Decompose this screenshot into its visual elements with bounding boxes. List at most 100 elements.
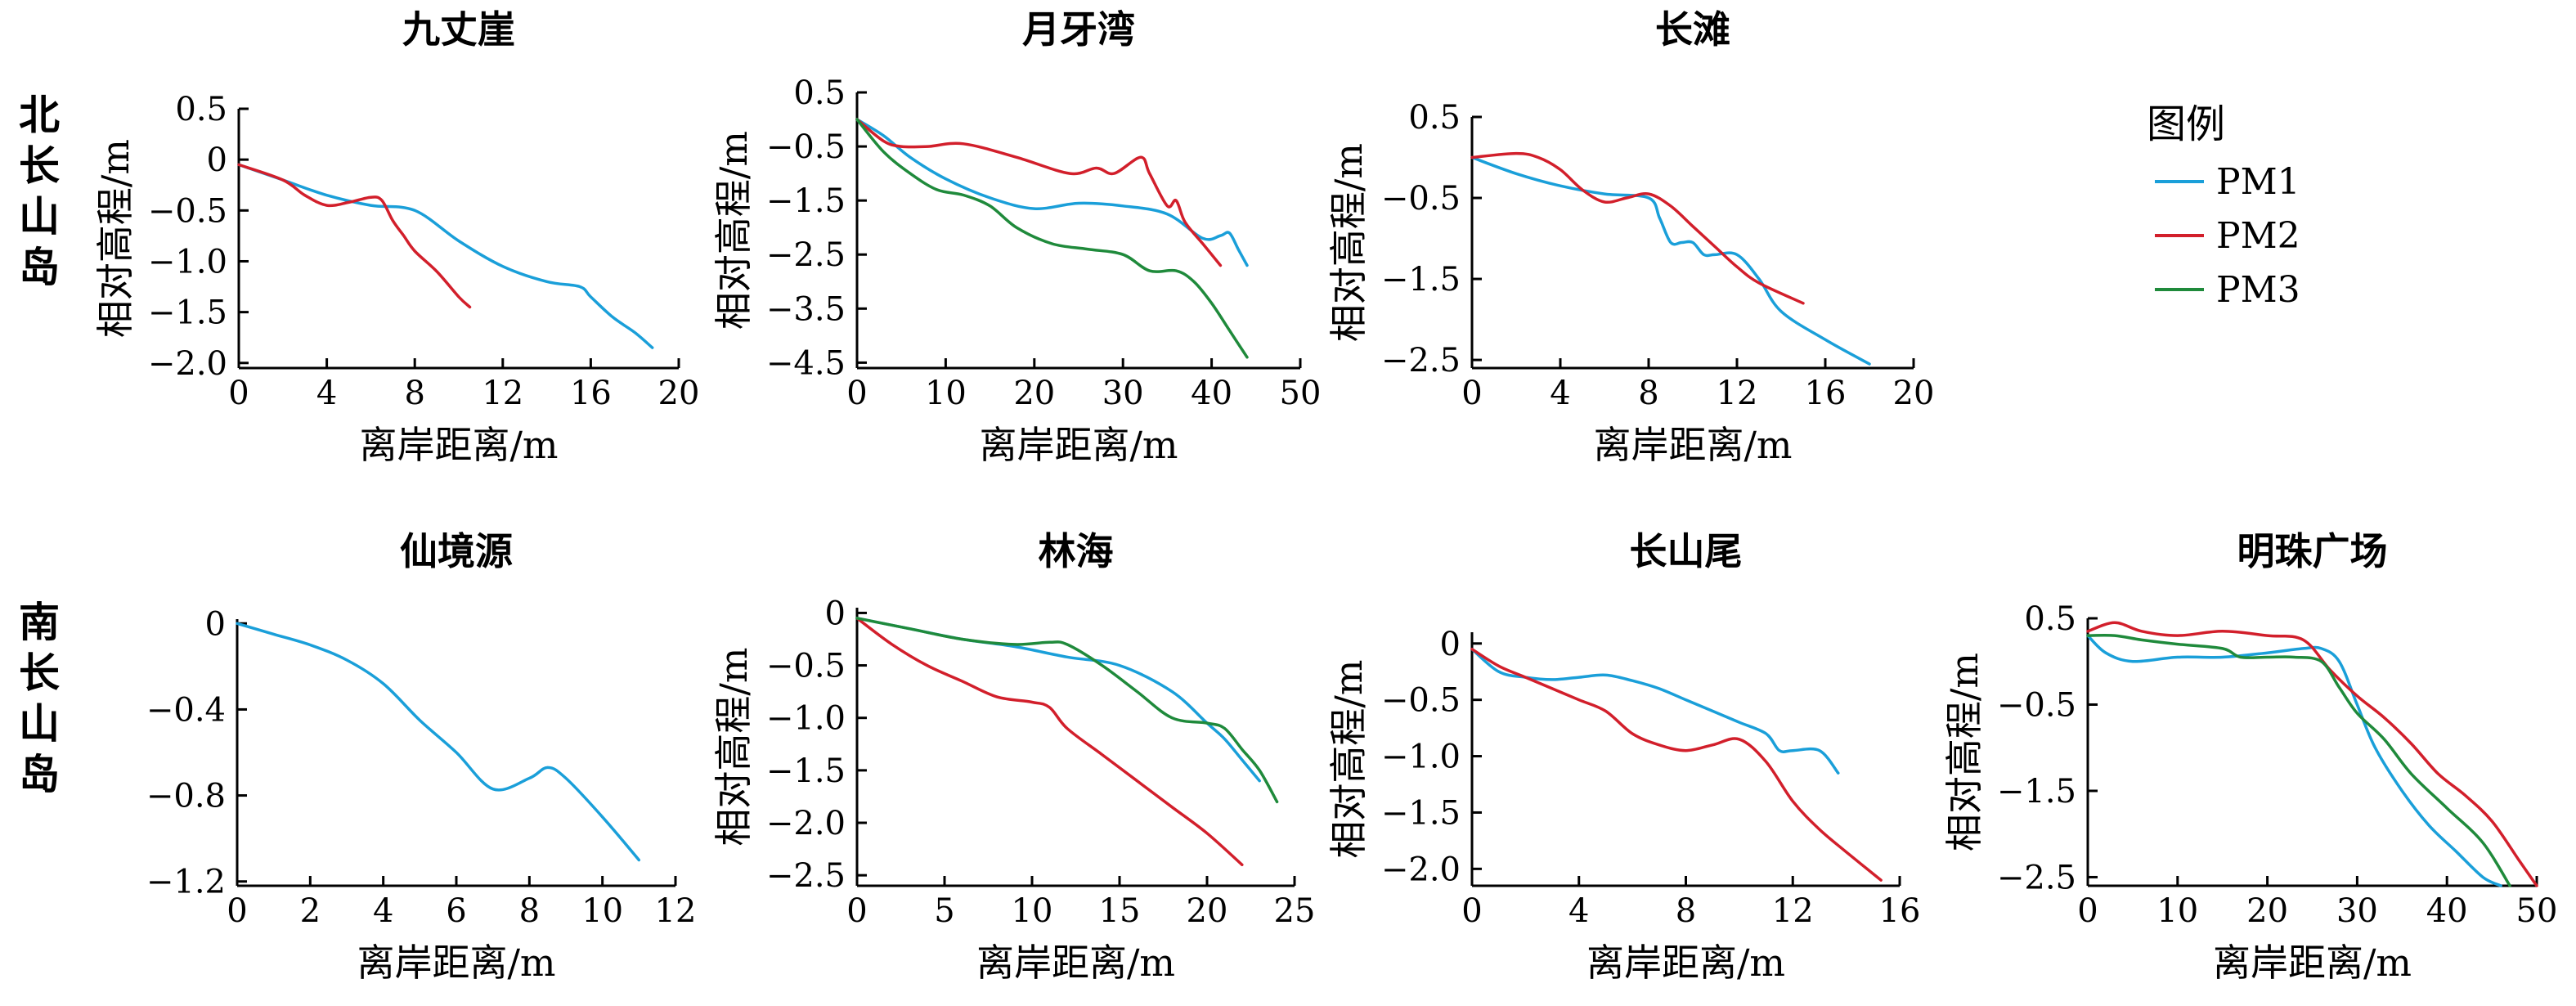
y-tick-label: −0.5	[766, 128, 846, 166]
x-axis-label: 离岸距离/m	[979, 423, 1178, 467]
y-tick-label: −1.5	[1381, 794, 1461, 832]
y-tick-label: −0.5	[1997, 686, 2076, 724]
x-tick-label: 20	[1893, 375, 1935, 412]
x-tick-label: 16	[1805, 375, 1847, 412]
x-tick-label: 6	[446, 892, 466, 930]
x-tick-label: 16	[1879, 892, 1921, 930]
x-tick-label: 25	[1274, 892, 1316, 930]
x-tick-label: 0	[1461, 375, 1482, 412]
y-tick-label: −1.0	[1381, 739, 1461, 776]
x-tick-label: 12	[1717, 375, 1758, 412]
x-tick-label: 20	[2246, 892, 2288, 930]
y-tick-label: −1.2	[146, 864, 226, 901]
x-tick-label: 12	[1772, 892, 1814, 930]
x-tick-label: 4	[1568, 892, 1589, 930]
y-tick-label: −2.0	[148, 345, 227, 383]
series-line-pm1	[1470, 647, 1840, 775]
series-line-pm2	[855, 118, 1223, 267]
x-tick-label: 0	[228, 375, 249, 412]
y-tick-label: −1.5	[148, 294, 227, 332]
svg-text:南长山岛: 南长山岛	[19, 598, 60, 798]
panel-title: 长山尾	[1630, 529, 1743, 573]
y-tick-label: −0.5	[766, 648, 846, 685]
series-line-pm3	[2086, 633, 2511, 887]
x-tick-label: 20	[1187, 892, 1228, 930]
legend-title: 图例	[2147, 101, 2225, 147]
y-axis-label: 相对高程/m	[1326, 659, 1371, 858]
x-tick-label: 4	[373, 892, 393, 930]
x-tick-label: 50	[2516, 892, 2558, 930]
y-tick-label: −2.5	[1997, 859, 2076, 896]
y-axis-label: 相对高程/m	[1942, 653, 1986, 851]
y-tick-label: −2.5	[766, 857, 846, 895]
y-tick-label: 0	[825, 595, 846, 632]
y-tick-label: 0.5	[2024, 600, 2076, 638]
y-axis-label: 相对高程/m	[711, 131, 756, 330]
series-line-pm3	[855, 617, 1279, 804]
x-tick-label: 8	[519, 892, 540, 930]
x-tick-label: 12	[655, 892, 697, 930]
y-tick-label: −1.0	[148, 243, 227, 281]
x-tick-label: 8	[404, 375, 424, 412]
x-tick-label: 12	[482, 375, 523, 412]
legend-label-pm1: PM1	[2216, 161, 2300, 203]
panel-title: 月牙湾	[1022, 7, 1135, 52]
y-tick-label: −2.5	[1381, 342, 1461, 379]
series-line-pm2	[2086, 621, 2538, 887]
x-axis-label: 离岸距离/m	[976, 941, 1175, 985]
series-line-pm1	[1470, 155, 1871, 366]
x-tick-label: 40	[2426, 892, 2468, 930]
x-tick-label: 20	[658, 375, 700, 412]
y-axis-label: 相对高程/m	[711, 647, 756, 846]
panel-title: 林海	[1039, 529, 1114, 573]
y-tick-label: −0.5	[1381, 682, 1461, 720]
y-tick-label: 0.5	[793, 74, 846, 112]
series-line-pm1	[236, 622, 641, 862]
y-tick-label: 0	[1440, 626, 1461, 663]
panel-title: 仙境源	[400, 529, 513, 573]
y-axis-label: 相对高程/m	[93, 139, 137, 338]
y-tick-label: −1.5	[766, 752, 846, 790]
y-tick-label: −0.4	[146, 691, 226, 729]
x-tick-label: 8	[1676, 892, 1696, 930]
y-tick-label: −1.5	[1997, 773, 2076, 811]
y-tick-label: 0.5	[175, 91, 227, 128]
series-line-pm2	[237, 163, 472, 309]
x-axis-label: 离岸距离/m	[357, 941, 555, 985]
x-axis-label: 离岸距离/m	[1586, 941, 1785, 985]
y-axis-label: 相对高程/m	[1326, 143, 1371, 342]
panels: 0 4 8 12 16 200.50−0.5−1.0−1.5−2.0九丈崖离岸距离/m相对…	[93, 7, 2557, 985]
x-tick-label: 20	[1013, 375, 1055, 412]
y-tick-label: −0.5	[1381, 180, 1461, 218]
x-tick-label: 0	[846, 892, 867, 930]
x-tick-label: 30	[1102, 375, 1144, 412]
legend-label-pm2: PM2	[2216, 215, 2300, 257]
x-axis-label: 离岸距离/m	[359, 423, 558, 467]
legend-item-pm1: PM1	[2155, 161, 2300, 203]
x-tick-label: 10	[925, 375, 967, 412]
x-tick-label: 10	[1012, 892, 1053, 930]
series-line-pm3	[855, 118, 1249, 359]
x-tick-label: 0	[846, 375, 867, 412]
x-tick-label: 5	[934, 892, 954, 930]
x-tick-label: 10	[2156, 892, 2198, 930]
x-tick-label: 8	[1638, 375, 1658, 412]
series-line-pm2	[1470, 647, 1883, 882]
y-tick-label: −2.0	[1381, 851, 1461, 888]
y-tick-label: −1.5	[1381, 261, 1461, 299]
panel-title: 明珠广场	[2237, 529, 2388, 573]
y-tick-label: −1.5	[766, 182, 846, 220]
x-tick-label: 10	[581, 892, 623, 930]
y-tick-label: −4.5	[766, 344, 846, 382]
group-label-north: 北长山岛	[19, 91, 60, 291]
x-tick-label: 0	[1461, 892, 1482, 930]
group-label-south: 南长山岛	[19, 598, 60, 798]
legend-item-pm2: PM2	[2155, 215, 2300, 257]
